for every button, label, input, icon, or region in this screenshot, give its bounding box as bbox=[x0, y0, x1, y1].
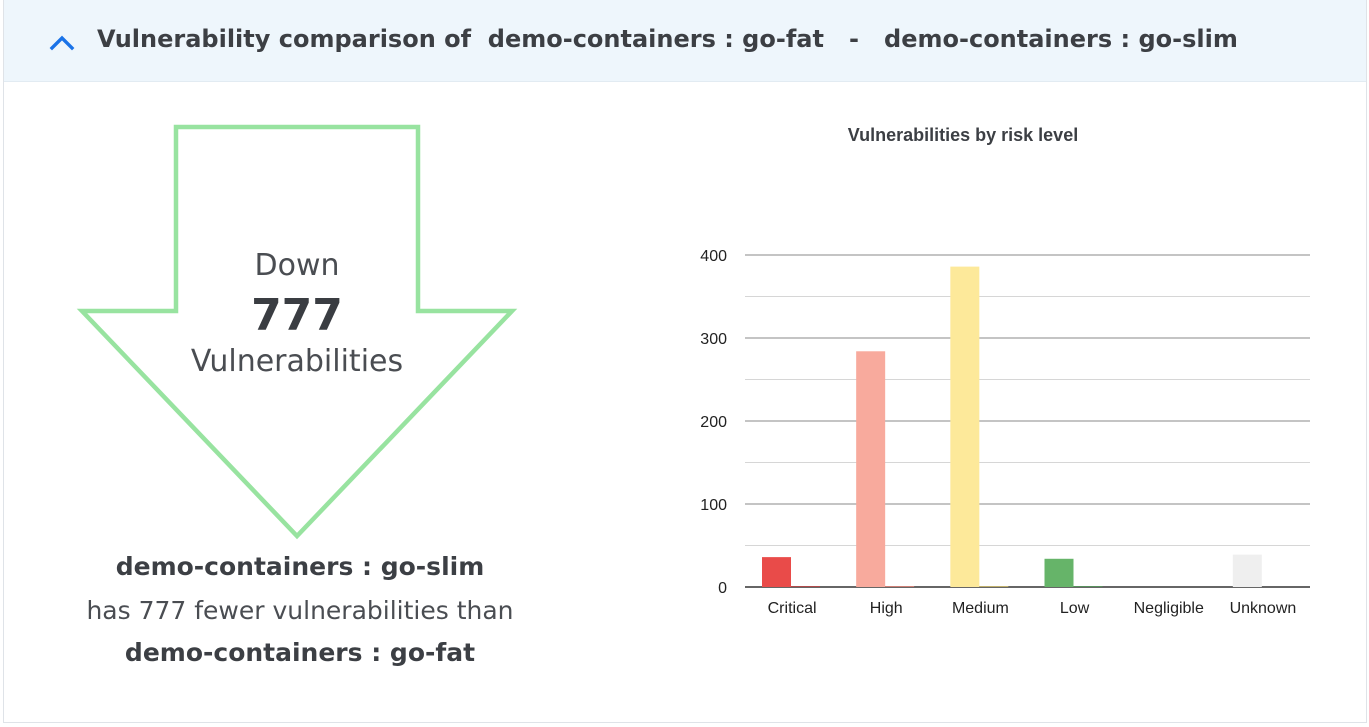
y-tick-label: 200 bbox=[700, 414, 727, 431]
bar-medium-series-2[interactable] bbox=[979, 586, 1009, 587]
panel-header[interactable]: Vulnerability comparison of demo-contain… bbox=[4, 0, 1366, 82]
change-unit: Vulnerabilities bbox=[190, 344, 404, 379]
title-image-b: demo-containers : go-slim bbox=[884, 25, 1238, 53]
arrow-down-icon bbox=[76, 124, 518, 540]
change-count: 777 bbox=[251, 290, 343, 341]
bar-unknown[interactable] bbox=[1232, 554, 1262, 587]
bar-high-series-2[interactable] bbox=[885, 586, 915, 587]
y-tick-label: 300 bbox=[700, 331, 727, 348]
x-tick-label-unknown: Unknown bbox=[1230, 600, 1297, 617]
title-separator: - bbox=[849, 25, 859, 53]
comparison-panel: Vulnerability comparison of demo-contain… bbox=[3, 0, 1367, 723]
title-prefix: Vulnerability comparison of bbox=[97, 25, 472, 53]
chevron-up-icon[interactable] bbox=[46, 27, 78, 57]
title-image-a: demo-containers : go-fat bbox=[487, 25, 824, 53]
summary-target-image: demo-containers : go-slim bbox=[115, 552, 485, 581]
summary-base-image: demo-containers : go-fat bbox=[124, 638, 476, 667]
bar-low[interactable] bbox=[1044, 558, 1074, 587]
x-tick-label-critical: Critical bbox=[768, 600, 817, 617]
bar-critical-series-2[interactable] bbox=[791, 586, 820, 587]
chart-title: Vulnerabilities by risk level bbox=[848, 125, 1078, 145]
risk-level-bar-chart: Vulnerabilities by risk level 0 100 200 300… bbox=[700, 125, 1310, 617]
x-tick-label-low: Low bbox=[1060, 600, 1090, 617]
panel-title: Vulnerability comparison of demo-contain… bbox=[97, 25, 1238, 53]
bar-high[interactable] bbox=[856, 351, 886, 587]
change-direction: Down bbox=[254, 248, 340, 283]
x-tick-label-negligible: Negligible bbox=[1134, 600, 1204, 617]
x-tick-label-high: High bbox=[870, 600, 903, 617]
bar-medium[interactable] bbox=[950, 266, 980, 587]
summary-comparison-text: has 777 fewer vulnerabilities than bbox=[86, 596, 514, 625]
bar-low-series-2[interactable] bbox=[1073, 586, 1103, 587]
x-tick-label-medium: Medium bbox=[952, 600, 1009, 617]
y-tick-label: 100 bbox=[700, 497, 727, 514]
y-tick-label: 0 bbox=[718, 580, 727, 597]
y-tick-label: 400 bbox=[700, 248, 727, 265]
bar-critical[interactable] bbox=[762, 557, 791, 587]
